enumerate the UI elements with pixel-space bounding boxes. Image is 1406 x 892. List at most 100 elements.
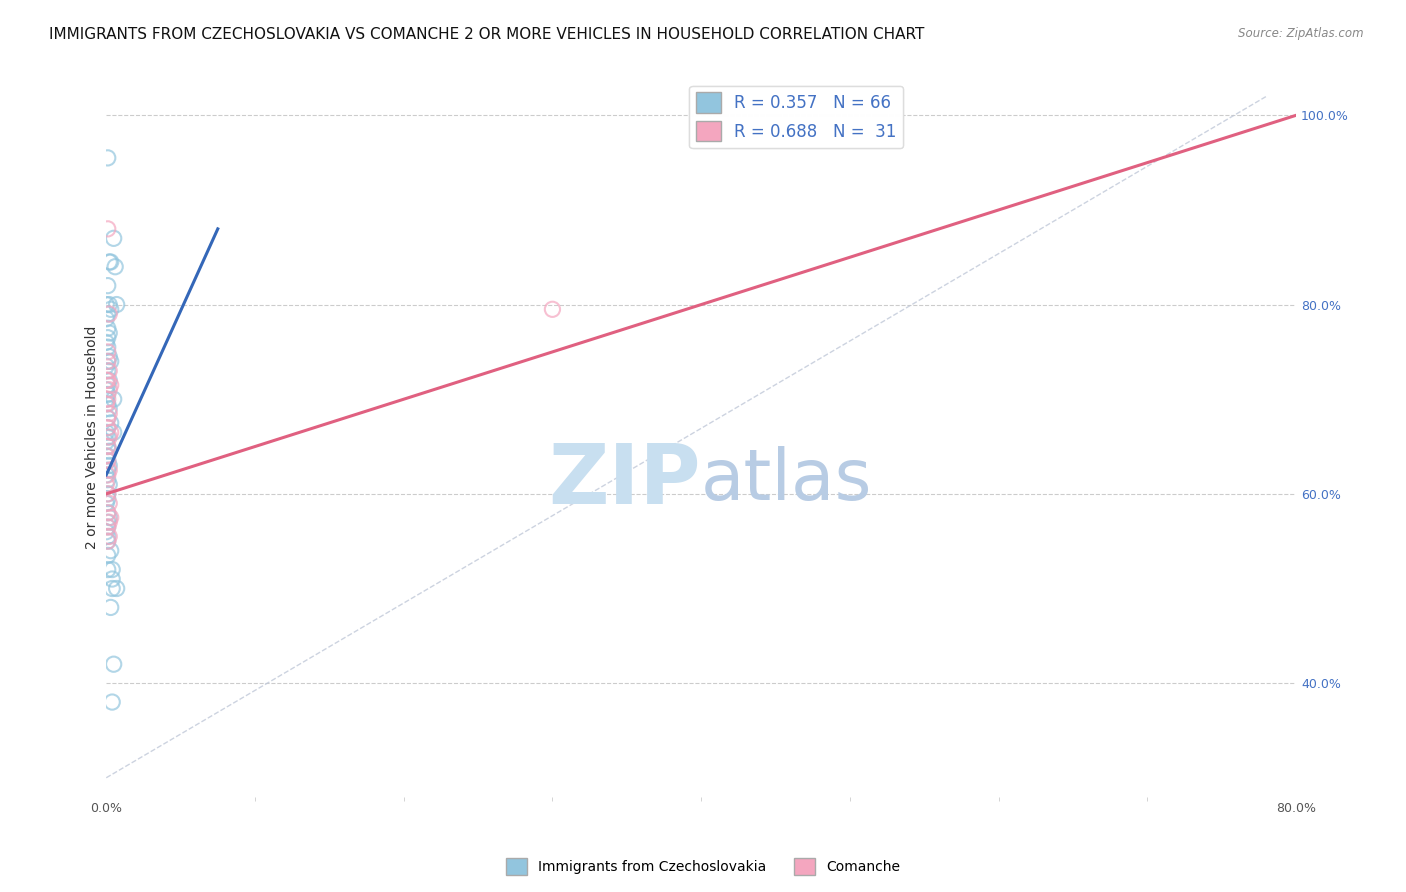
Point xyxy=(97,340,120,354)
Point xyxy=(98,463,121,477)
Point xyxy=(96,311,118,326)
Point xyxy=(97,534,120,549)
Text: IMMIGRANTS FROM CZECHOSLOVAKIA VS COMANCHE 2 OR MORE VEHICLES IN HOUSEHOLD CORRE: IMMIGRANTS FROM CZECHOSLOVAKIA VS COMANC… xyxy=(49,27,925,42)
Point xyxy=(101,695,124,709)
Point xyxy=(541,302,564,317)
Point xyxy=(104,260,127,274)
Point xyxy=(100,543,122,558)
Point xyxy=(98,529,121,543)
Point xyxy=(97,440,120,454)
Point xyxy=(101,563,124,577)
Point xyxy=(98,364,121,378)
Text: Source: ZipAtlas.com: Source: ZipAtlas.com xyxy=(1239,27,1364,40)
Point xyxy=(103,657,125,672)
Point xyxy=(96,524,118,539)
Point xyxy=(98,430,121,444)
Point xyxy=(100,425,122,440)
Point xyxy=(97,454,120,468)
Legend: R = 0.357   N = 66, R = 0.688   N =  31: R = 0.357 N = 66, R = 0.688 N = 31 xyxy=(689,86,904,148)
Point xyxy=(97,321,120,335)
Point xyxy=(97,387,120,401)
Point xyxy=(96,467,118,482)
Point xyxy=(97,397,120,411)
Point xyxy=(97,331,120,345)
Point xyxy=(97,420,120,434)
Point xyxy=(97,151,120,165)
Point xyxy=(97,420,120,434)
Point xyxy=(103,392,125,407)
Point xyxy=(98,350,121,364)
Point xyxy=(97,411,120,425)
Point xyxy=(98,477,121,491)
Point xyxy=(98,444,121,458)
Point xyxy=(98,297,121,311)
Point xyxy=(96,397,118,411)
Point xyxy=(97,373,120,387)
Point xyxy=(97,515,120,529)
Point xyxy=(98,383,121,397)
Point xyxy=(97,378,120,392)
Point xyxy=(96,425,118,440)
Point xyxy=(96,335,118,350)
Point xyxy=(103,231,125,245)
Point xyxy=(105,582,128,596)
Point xyxy=(100,600,122,615)
Point xyxy=(97,520,120,534)
Point xyxy=(97,563,120,577)
Legend: Immigrants from Czechoslovakia, Comanche: Immigrants from Czechoslovakia, Comanche xyxy=(501,853,905,880)
Point xyxy=(97,454,120,468)
Point xyxy=(101,572,124,586)
Point xyxy=(98,458,121,473)
Point xyxy=(97,345,120,359)
Point xyxy=(97,463,120,477)
Point xyxy=(103,425,125,440)
Point xyxy=(96,383,118,397)
Point xyxy=(98,307,121,321)
Point xyxy=(97,534,120,549)
Point xyxy=(97,529,120,543)
Point xyxy=(98,401,121,416)
Point xyxy=(98,326,121,340)
Point xyxy=(97,278,120,293)
Point xyxy=(97,411,120,425)
Point xyxy=(97,364,120,378)
Point xyxy=(96,477,118,491)
Point xyxy=(97,307,120,321)
Point xyxy=(97,473,120,487)
Point xyxy=(97,430,120,444)
Point xyxy=(98,255,121,269)
Point xyxy=(97,440,120,454)
Point xyxy=(105,297,128,311)
Point xyxy=(100,255,122,269)
Point xyxy=(100,302,122,317)
Point xyxy=(97,354,120,368)
Point xyxy=(98,510,121,524)
Point xyxy=(100,416,122,430)
Point xyxy=(97,222,120,236)
Point xyxy=(96,373,118,387)
Text: ZIP: ZIP xyxy=(548,440,702,521)
Point xyxy=(96,449,118,463)
Point xyxy=(97,449,120,463)
Point xyxy=(96,297,118,311)
Point xyxy=(98,496,121,510)
Point xyxy=(96,359,118,373)
Y-axis label: 2 or more Vehicles in Household: 2 or more Vehicles in Household xyxy=(86,326,100,549)
Point xyxy=(97,354,120,368)
Point xyxy=(96,434,118,449)
Point xyxy=(97,392,120,407)
Point xyxy=(97,467,120,482)
Point xyxy=(98,406,121,420)
Text: atlas: atlas xyxy=(702,446,873,515)
Point xyxy=(98,373,121,387)
Point xyxy=(100,354,122,368)
Point xyxy=(96,392,118,407)
Point xyxy=(101,582,124,596)
Point xyxy=(97,487,120,501)
Point xyxy=(100,378,122,392)
Point xyxy=(97,520,120,534)
Point xyxy=(97,506,120,520)
Point xyxy=(97,491,120,506)
Point xyxy=(98,515,121,529)
Point xyxy=(97,549,120,563)
